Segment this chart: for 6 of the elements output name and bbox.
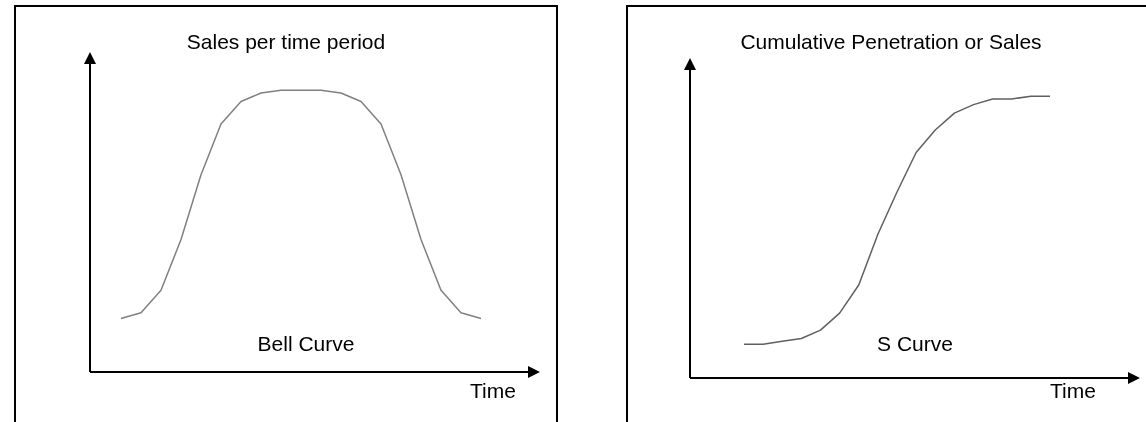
x-axis-title: Time <box>469 379 517 403</box>
chart-title: Cumulative Penetration or Sales <box>739 30 1043 54</box>
annotation: Bell Curve <box>256 332 356 356</box>
chart-title: Sales per time period <box>185 30 387 54</box>
x-axis-title: Time <box>1049 379 1097 403</box>
annotation: S Curve <box>876 332 954 356</box>
